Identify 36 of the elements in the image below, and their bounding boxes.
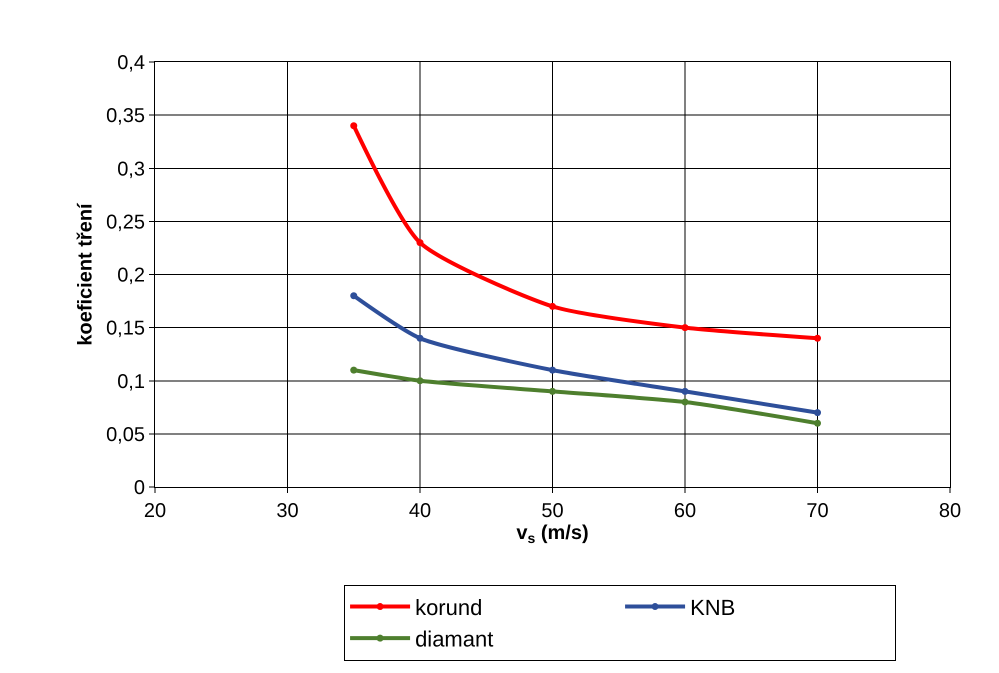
y-tick-label: 0 — [134, 477, 145, 499]
point — [416, 377, 424, 384]
x-tick-label: 50 — [541, 500, 564, 522]
point — [549, 366, 556, 374]
y-tick-label: 0,35 — [106, 105, 145, 128]
point — [682, 388, 688, 395]
y-tick-label: 0,25 — [106, 211, 145, 234]
point — [682, 324, 688, 332]
y-tick-label: 0,15 — [106, 318, 145, 340]
x-tick-label: 60 — [674, 500, 696, 522]
x-tick-label: 30 — [276, 500, 299, 522]
x-tick-label: 80 — [938, 500, 962, 522]
legend-label: diamant — [415, 626, 494, 652]
point — [549, 388, 556, 395]
y-axis-title: koeficient tření — [74, 202, 97, 346]
point — [814, 420, 821, 427]
point — [814, 409, 821, 416]
x-axis-title: v$_{s}$ (m/s) — [516, 522, 589, 546]
x-tick-label: 40 — [408, 500, 432, 522]
point — [416, 334, 424, 342]
point — [814, 334, 821, 342]
point — [682, 398, 688, 406]
point — [549, 302, 556, 310]
y-tick-label: 0,3 — [117, 158, 145, 180]
point — [350, 366, 358, 374]
y-tick-label: 0,4 — [117, 52, 145, 74]
point — [416, 239, 424, 246]
point — [350, 292, 358, 300]
legend-label: KNB — [690, 595, 736, 620]
x-tick-label: 20 — [144, 500, 166, 522]
y-tick-label: 0,05 — [106, 424, 145, 446]
y-tick-label: 0,2 — [117, 264, 145, 286]
x-tick-label: 70 — [806, 500, 829, 522]
point — [350, 122, 358, 130]
y-tick-label: 0,1 — [117, 370, 145, 393]
legend-label: korund — [415, 595, 482, 620]
